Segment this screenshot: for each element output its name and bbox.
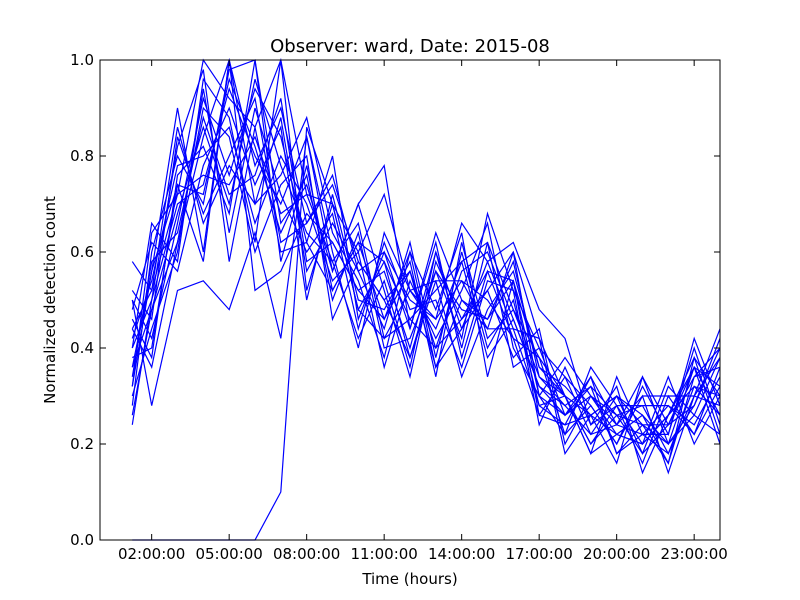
series-line-22 [131, 69, 721, 455]
series-line-8 [131, 86, 721, 465]
x-tick-label: 05:00:00 [195, 545, 262, 563]
x-tick-label: 02:00:00 [118, 545, 185, 563]
series-line-21 [131, 59, 721, 456]
y-axis: 0.0 0.2 0.4 0.6 0.8 1.0 [70, 51, 720, 549]
y-tick-label: 0.4 [70, 339, 94, 357]
series-line-20 [131, 136, 721, 446]
x-tick-label: 20:00:00 [583, 545, 650, 563]
series-layer [131, 57, 721, 541]
y-axis-label: Normalized detection count [41, 196, 59, 404]
y-tick-label: 0.0 [70, 531, 94, 549]
chart-title: Observer: ward, Date: 2015-08 [270, 36, 550, 57]
x-axis-label: Time (hours) [361, 570, 457, 588]
x-tick-label: 17:00:00 [505, 545, 572, 563]
y-tick-label: 1.0 [70, 51, 94, 69]
plot-frame [99, 59, 721, 541]
y-tick-label: 0.8 [70, 147, 94, 165]
x-tick-label: 11:00:00 [350, 545, 417, 563]
x-tick-label: 23:00:00 [660, 545, 727, 563]
x-tick-label: 14:00:00 [428, 545, 495, 563]
y-tick-label: 0.2 [70, 435, 94, 453]
x-tick-label: 08:00:00 [273, 545, 340, 563]
x-axis: 02:00:00 05:00:00 08:00:00 11:00:00 14:00:00… [118, 60, 728, 563]
y-tick-label: 0.6 [70, 243, 94, 261]
